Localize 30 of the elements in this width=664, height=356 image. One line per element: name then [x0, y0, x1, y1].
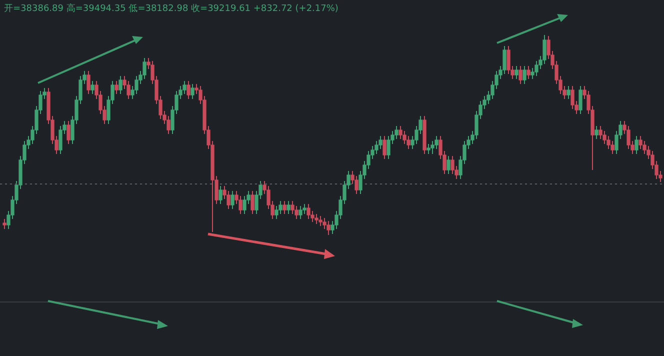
candlestick — [218, 186, 222, 204]
candlestick — [2, 218, 6, 230]
candlestick — [522, 66, 526, 84]
candlestick — [282, 200, 286, 214]
candlestick — [526, 66, 530, 80]
candlestick — [426, 144, 430, 154]
candlestick — [306, 204, 310, 220]
candlestick — [118, 76, 122, 94]
candlestick — [114, 80, 118, 94]
candlestick — [318, 216, 322, 226]
candlestick — [66, 120, 70, 144]
candlestick — [286, 200, 290, 214]
candlestick — [566, 86, 570, 100]
candlestick — [298, 206, 302, 220]
candlestick — [250, 190, 254, 214]
candlestick — [314, 214, 318, 224]
candlestick — [514, 66, 518, 80]
candlestick — [190, 84, 194, 100]
candlestick — [578, 86, 582, 114]
candlestick — [230, 190, 234, 210]
candlestick — [90, 80, 94, 94]
candlestick — [326, 220, 330, 236]
candlestick — [634, 136, 638, 154]
candlestick — [594, 126, 598, 140]
candlestick — [446, 156, 450, 174]
candlestick — [518, 66, 522, 84]
candlestick — [382, 136, 386, 160]
candlestick — [186, 80, 190, 100]
candlestick — [86, 70, 90, 94]
text: 开=38386.89 高=39494.35 低=38182.98 收=39219.61 +832.72 (+2.17%) — [4, 2, 338, 15]
